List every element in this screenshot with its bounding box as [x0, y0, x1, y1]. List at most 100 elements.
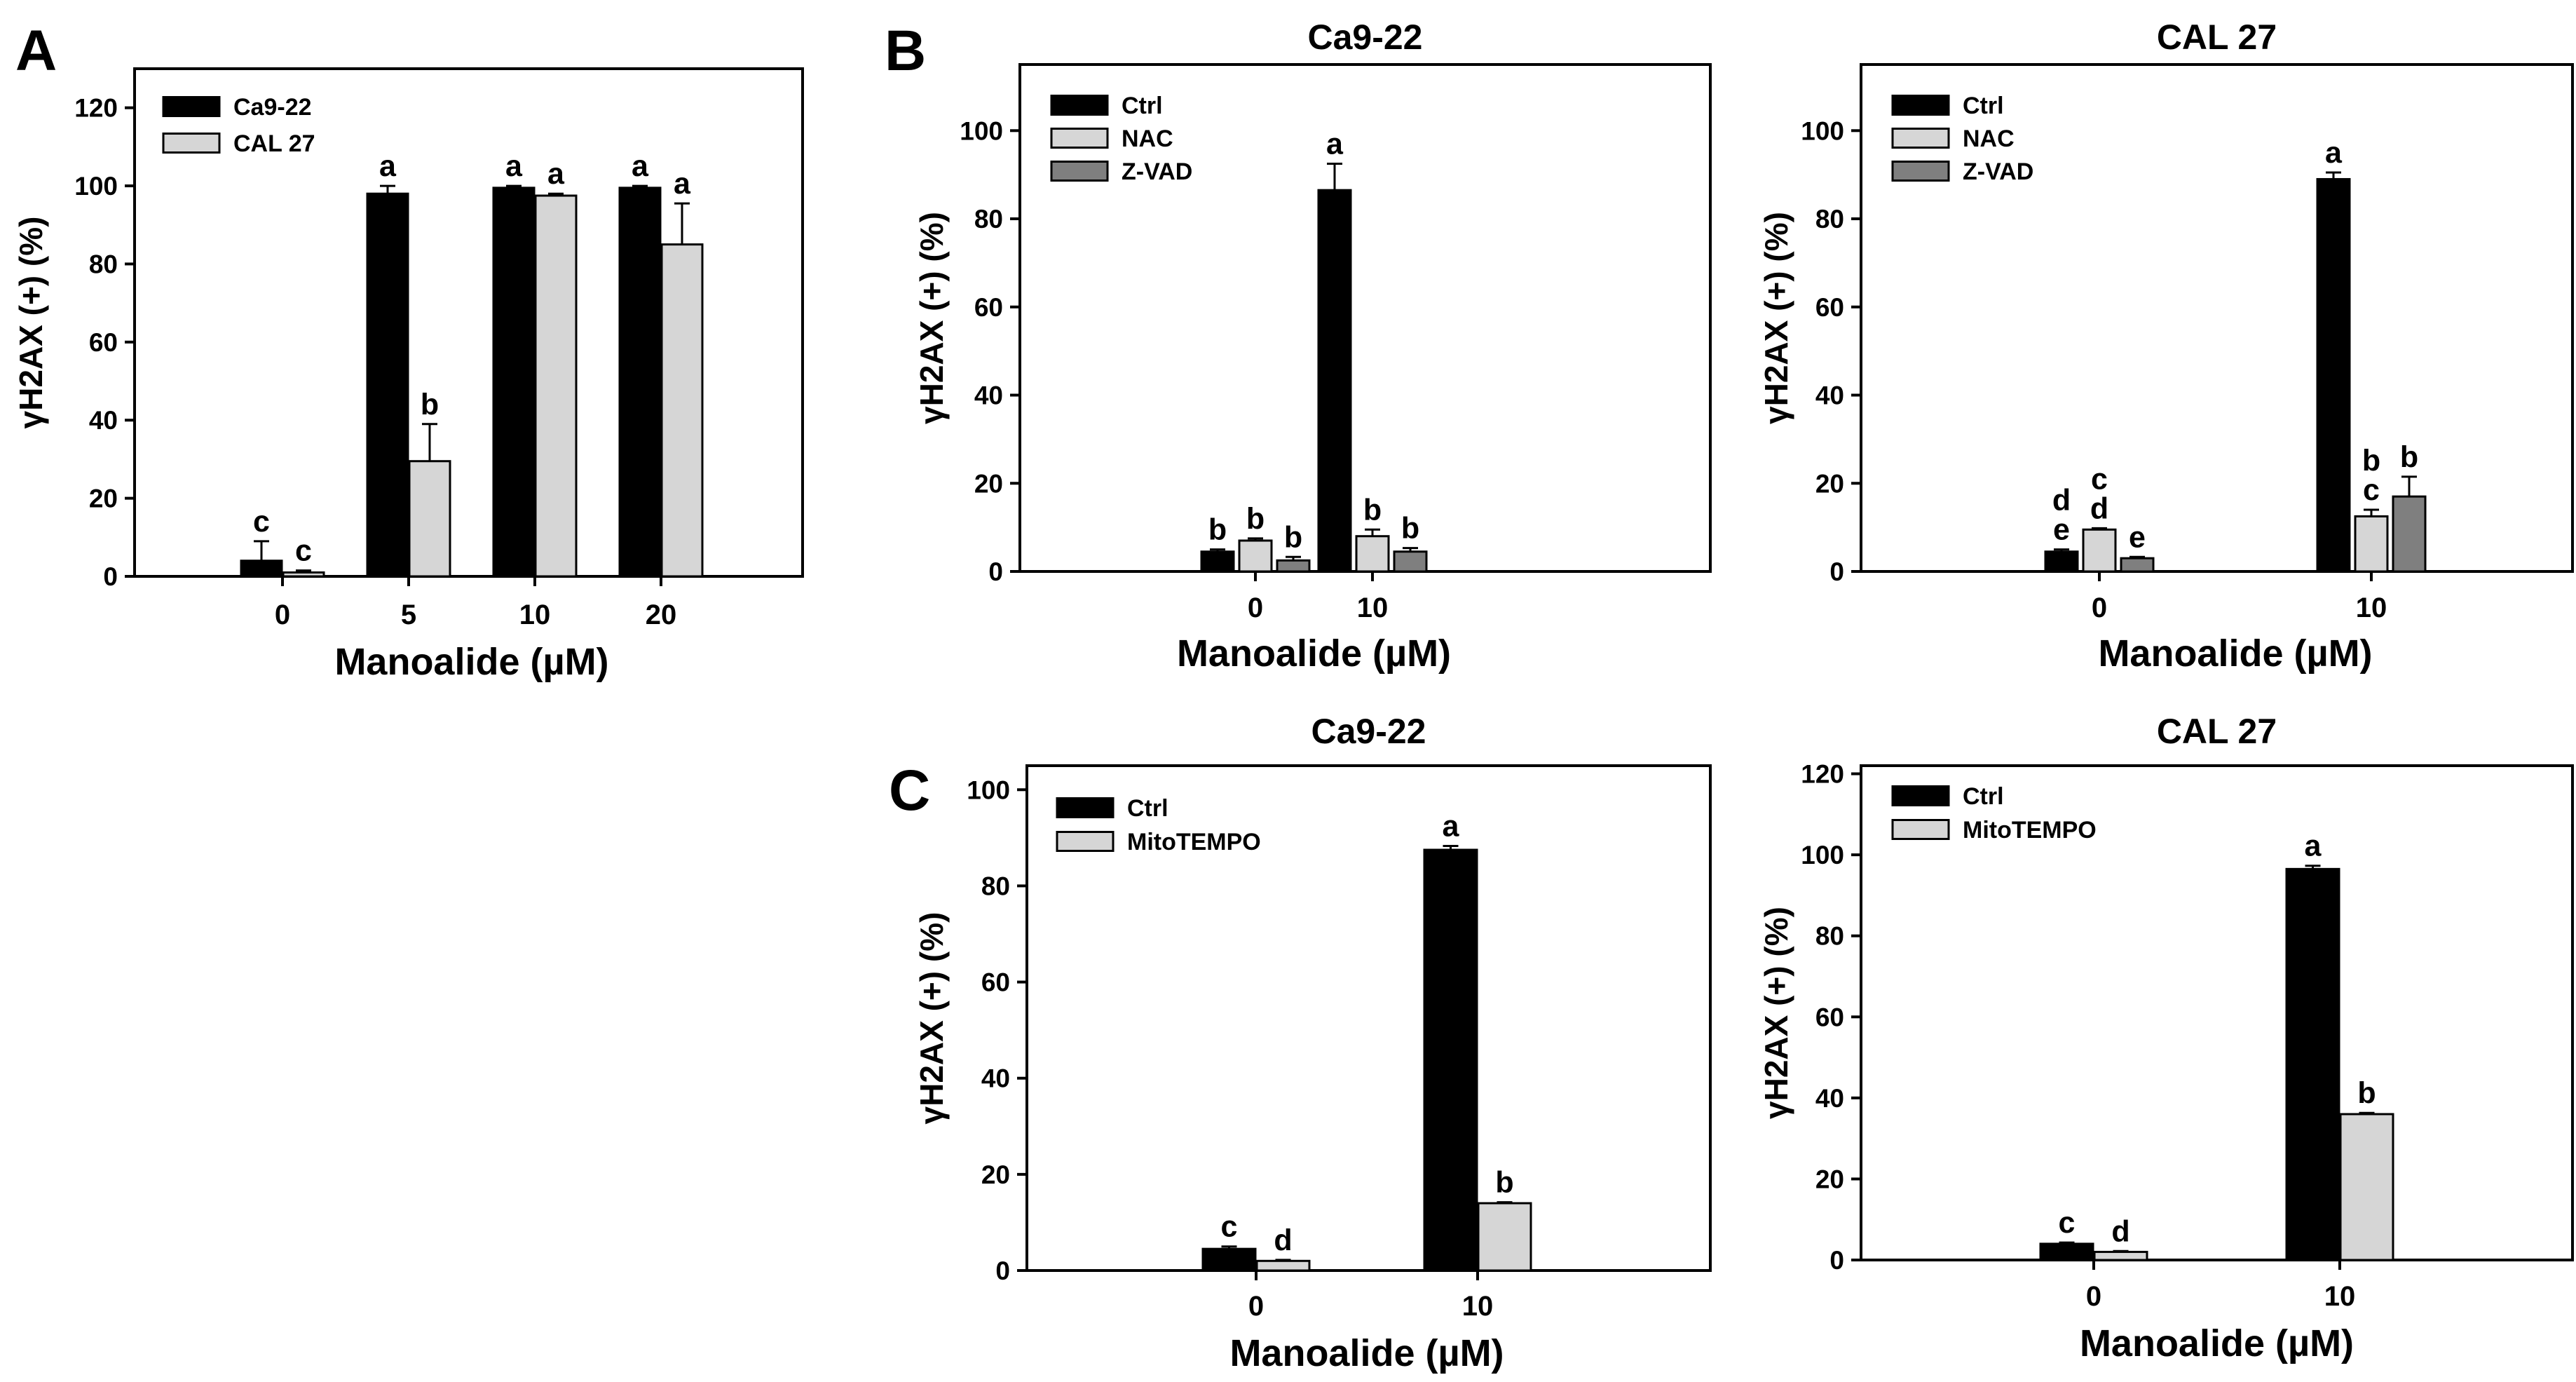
y-tick-label: 40	[89, 406, 118, 435]
plot-frame	[133, 67, 804, 578]
legend-label: NAC	[1122, 126, 1173, 152]
significance-letter: b	[1246, 502, 1265, 536]
significance-letter: b	[1363, 493, 1382, 527]
y-tick-label: 80	[1815, 205, 1844, 233]
y-tick-label: 0	[1829, 1246, 1844, 1275]
legend-label: MitoTEMPO	[1963, 817, 2097, 844]
significance-letter: d	[2052, 484, 2071, 517]
bar	[2039, 1242, 2094, 1261]
bar	[1276, 559, 1311, 573]
bar	[660, 243, 704, 578]
legend-swatch	[162, 96, 221, 117]
y-tick-label: 20	[974, 469, 1003, 498]
legend-swatch	[1891, 161, 1950, 182]
bar	[2339, 1113, 2394, 1261]
bar	[618, 187, 662, 578]
y-tick-label: 60	[981, 968, 1010, 997]
x-tick-label: 10	[2356, 592, 2387, 623]
significance-letter: b	[2357, 1076, 2376, 1110]
panel-letter-a: A	[15, 19, 57, 83]
significance-letter: b	[1284, 520, 1302, 554]
legend-label: Ctrl	[1963, 783, 2004, 810]
y-tick-label: 20	[981, 1160, 1010, 1189]
y-tick-label: 100	[960, 116, 1003, 145]
y-axis-title: γH2AX (+) (%)	[913, 912, 950, 1125]
legend-swatch	[1891, 95, 1950, 116]
significance-letter: a	[1326, 127, 1344, 161]
significance-letter: b	[2362, 444, 2380, 477]
significance-letter: a	[547, 157, 565, 191]
y-tick-label: 20	[1815, 1165, 1844, 1193]
panel-letter-b: B	[885, 19, 926, 83]
y-tick-label: 60	[1815, 1003, 1844, 1031]
significance-letter: a	[2305, 829, 2322, 863]
legend-label: Ctrl	[1963, 93, 2004, 119]
y-tick-label: 100	[1801, 116, 1844, 145]
legend-swatch	[1891, 819, 1950, 840]
bar	[1200, 550, 1235, 573]
panel-letter-c: C	[889, 759, 930, 822]
x-tick-label: 10	[1357, 592, 1389, 623]
legend-swatch	[1891, 128, 1950, 149]
y-tick-label: 60	[1815, 293, 1844, 322]
plot-frame	[1025, 764, 1712, 1272]
significance-letter: a	[674, 167, 691, 201]
significance-letter: b	[2400, 440, 2418, 474]
x-tick-label: 0	[2092, 592, 2107, 623]
legend-label: NAC	[1963, 126, 2015, 152]
y-tick-label: 0	[103, 562, 118, 591]
bar	[2392, 495, 2427, 573]
y-tick-label: 20	[89, 485, 118, 513]
significance-letter: c	[2059, 1206, 2076, 1240]
bar	[2120, 557, 2155, 573]
legend-label: Z-VAD	[1122, 158, 1192, 185]
x-tick-label: 5	[401, 599, 416, 630]
x-tick-label: 0	[2086, 1281, 2101, 1312]
significance-letter: a	[505, 149, 523, 183]
bar	[2316, 177, 2351, 573]
legend-swatch	[1056, 831, 1115, 852]
legend-swatch	[1050, 95, 1109, 116]
y-axis-title: γH2AX (+) (%)	[1758, 907, 1794, 1119]
bar	[1477, 1202, 1532, 1272]
y-tick-label: 120	[74, 94, 118, 123]
bar	[408, 460, 451, 578]
significance-letter: c	[1221, 1210, 1238, 1244]
significance-letter: e	[2053, 513, 2070, 547]
x-tick-label: 10	[2324, 1281, 2356, 1312]
significance-letter: c	[2363, 473, 2380, 507]
significance-letter: e	[2129, 520, 2146, 554]
legend-swatch	[1056, 797, 1115, 818]
y-axis-title: γH2AX (+) (%)	[1758, 212, 1794, 424]
significance-letter: c	[2091, 462, 2108, 496]
bar	[1201, 1247, 1257, 1272]
significance-letter: b	[1495, 1166, 1513, 1200]
y-tick-label: 100	[1801, 841, 1844, 869]
significance-letter: b	[1401, 512, 1419, 546]
y-axis-title: γH2AX (+) (%)	[913, 212, 950, 424]
legend-swatch	[1050, 128, 1109, 149]
bar	[1255, 1259, 1311, 1272]
x-axis-title: Manoalide (µM)	[2080, 1322, 2354, 1364]
x-tick-label: 0	[275, 599, 290, 630]
y-tick-label: 120	[1801, 760, 1844, 789]
y-tick-label: 0	[988, 557, 1003, 586]
significance-letter: c	[253, 505, 270, 538]
significance-letter: a	[2325, 136, 2343, 170]
y-tick-label: 0	[995, 1256, 1010, 1285]
legend-label: CAL 27	[233, 130, 315, 157]
y-tick-label: 40	[1815, 1084, 1844, 1113]
y-tick-label: 40	[974, 381, 1003, 410]
legend-label: Ctrl	[1122, 93, 1163, 119]
chart-title: Ca9-22	[1311, 712, 1426, 751]
y-tick-label: 100	[967, 775, 1010, 804]
plot-frame	[1860, 63, 2574, 573]
x-tick-label: 0	[1248, 1291, 1264, 1322]
significance-letter: a	[1443, 810, 1460, 844]
x-tick-label: 0	[1248, 592, 1263, 623]
legend-label: Ca9-22	[233, 94, 312, 121]
